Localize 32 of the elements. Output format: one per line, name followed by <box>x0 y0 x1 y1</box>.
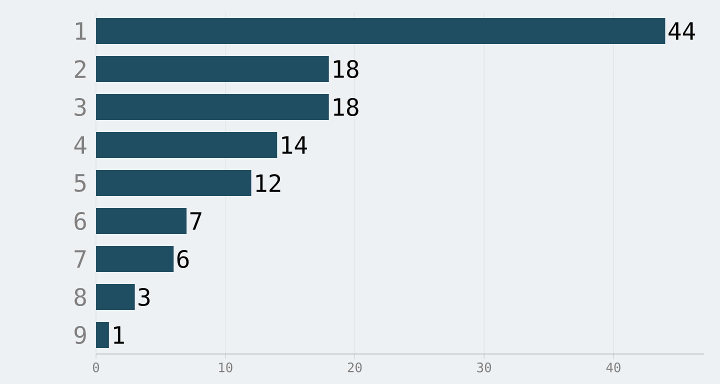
bar <box>96 322 109 348</box>
data-label: 44 <box>668 22 696 40</box>
y-tick-label: 4 <box>74 136 86 154</box>
bar <box>96 208 187 234</box>
y-tick-label: 3 <box>74 98 86 116</box>
data-label: 18 <box>334 98 358 116</box>
bar <box>96 18 666 44</box>
y-tick-label: 9 <box>74 326 86 344</box>
x-tick-label: 30 <box>477 362 492 372</box>
x-tick-label: 10 <box>219 362 232 372</box>
bar <box>96 132 278 158</box>
data-label: 1 <box>114 326 124 344</box>
data-label: 6 <box>177 250 189 268</box>
data-label: 18 <box>334 60 358 78</box>
bar <box>96 94 329 120</box>
x-tick-label: 20 <box>348 362 362 372</box>
data-label: 7 <box>190 212 202 230</box>
bar <box>96 170 252 196</box>
x-tick-label: 40 <box>606 362 620 372</box>
y-tick-label: 6 <box>74 212 86 230</box>
bar <box>96 284 135 310</box>
data-label: 12 <box>256 174 280 192</box>
bar <box>96 56 329 82</box>
x-tick-label: 0 <box>92 362 100 372</box>
y-tick-label: 1 <box>76 22 86 40</box>
data-label: 3 <box>138 288 150 306</box>
y-tick-label: 8 <box>74 288 86 306</box>
data-label: 14 <box>282 136 307 154</box>
y-tick-label: 7 <box>74 250 86 268</box>
bar <box>96 246 174 272</box>
y-tick-label: 5 <box>74 174 86 192</box>
y-tick-label: 2 <box>74 60 86 78</box>
